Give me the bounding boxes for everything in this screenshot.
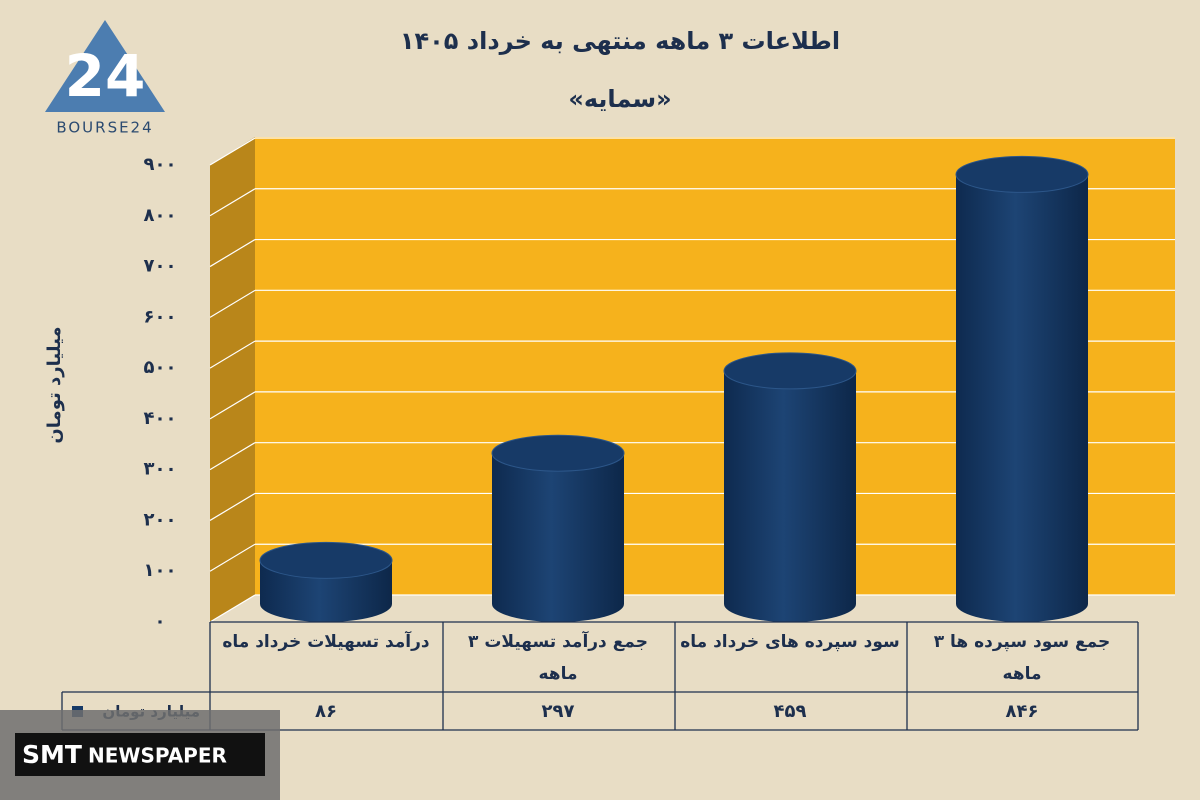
y-tick-label: ۰ <box>155 611 166 632</box>
cylinder <box>259 541 393 622</box>
x-tick-label: جمع سود سپرده ها ۳ ماهه <box>933 632 1111 684</box>
y-tick-label: ۸۰۰ <box>144 205 177 226</box>
cylinder <box>491 434 625 622</box>
side-grid-line <box>209 442 256 471</box>
watermark-bg <box>15 733 265 776</box>
y-tick-label: ۷۰۰ <box>144 256 177 277</box>
y-tick-label: ۱۰۰ <box>144 560 177 581</box>
side-grid-line <box>209 543 256 572</box>
cylinder-top <box>723 352 857 390</box>
cylinder <box>723 352 857 622</box>
cylinder-top <box>491 434 625 472</box>
x-tick-label: جمع درآمد تسهیلات ۳ ماهه <box>468 632 648 684</box>
cylinder-body <box>492 453 624 622</box>
cylinder-body <box>956 174 1088 622</box>
cylinder-body <box>724 370 856 622</box>
side-grid-line <box>209 289 256 318</box>
watermark-text: NEWSPAPER <box>88 744 227 768</box>
watermark-brand: SMT <box>22 740 82 769</box>
logo-mark: 24 <box>65 42 146 110</box>
x-tick-label: سود سپرده های خرداد ماه <box>680 632 900 652</box>
value-label: ۸۶ <box>315 701 337 722</box>
side-grid-line <box>209 492 256 521</box>
side-wall <box>210 137 255 622</box>
y-tick-label: ۲۰۰ <box>144 509 177 530</box>
value-label: ۸۴۶ <box>1006 701 1039 722</box>
side-grid-line <box>209 239 256 268</box>
side-grid-line <box>209 340 256 369</box>
chart-subtitle: «سمایه» <box>568 85 671 113</box>
y-tick-label: ۴۰۰ <box>144 408 177 429</box>
y-tick-label: ۳۰۰ <box>144 459 177 480</box>
value-label: ۲۹۷ <box>542 701 575 722</box>
y-tick-label: ۶۰۰ <box>144 306 177 327</box>
side-grid-line <box>209 137 256 166</box>
y-axis-label: میلیارد تومان <box>44 326 65 443</box>
side-grid-line <box>209 188 256 217</box>
cylinder-top <box>955 155 1089 193</box>
value-label: ۴۵۹ <box>774 701 807 722</box>
y-tick-label: ۵۰۰ <box>144 357 177 378</box>
side-grid-line <box>209 594 256 623</box>
y-tick-label: ۹۰۰ <box>144 154 177 175</box>
cylinder-top <box>259 541 393 579</box>
side-grid-line <box>209 391 256 420</box>
chart-title: اطلاعات ۳ ماهه منتهی به خرداد ۱۴۰۵ <box>400 27 840 55</box>
cylinder <box>955 155 1089 622</box>
logo-shape <box>45 20 165 112</box>
logo-text: BOURSE24 <box>56 119 153 137</box>
x-tick-label: درآمد تسهیلات خرداد ماه <box>222 632 430 652</box>
